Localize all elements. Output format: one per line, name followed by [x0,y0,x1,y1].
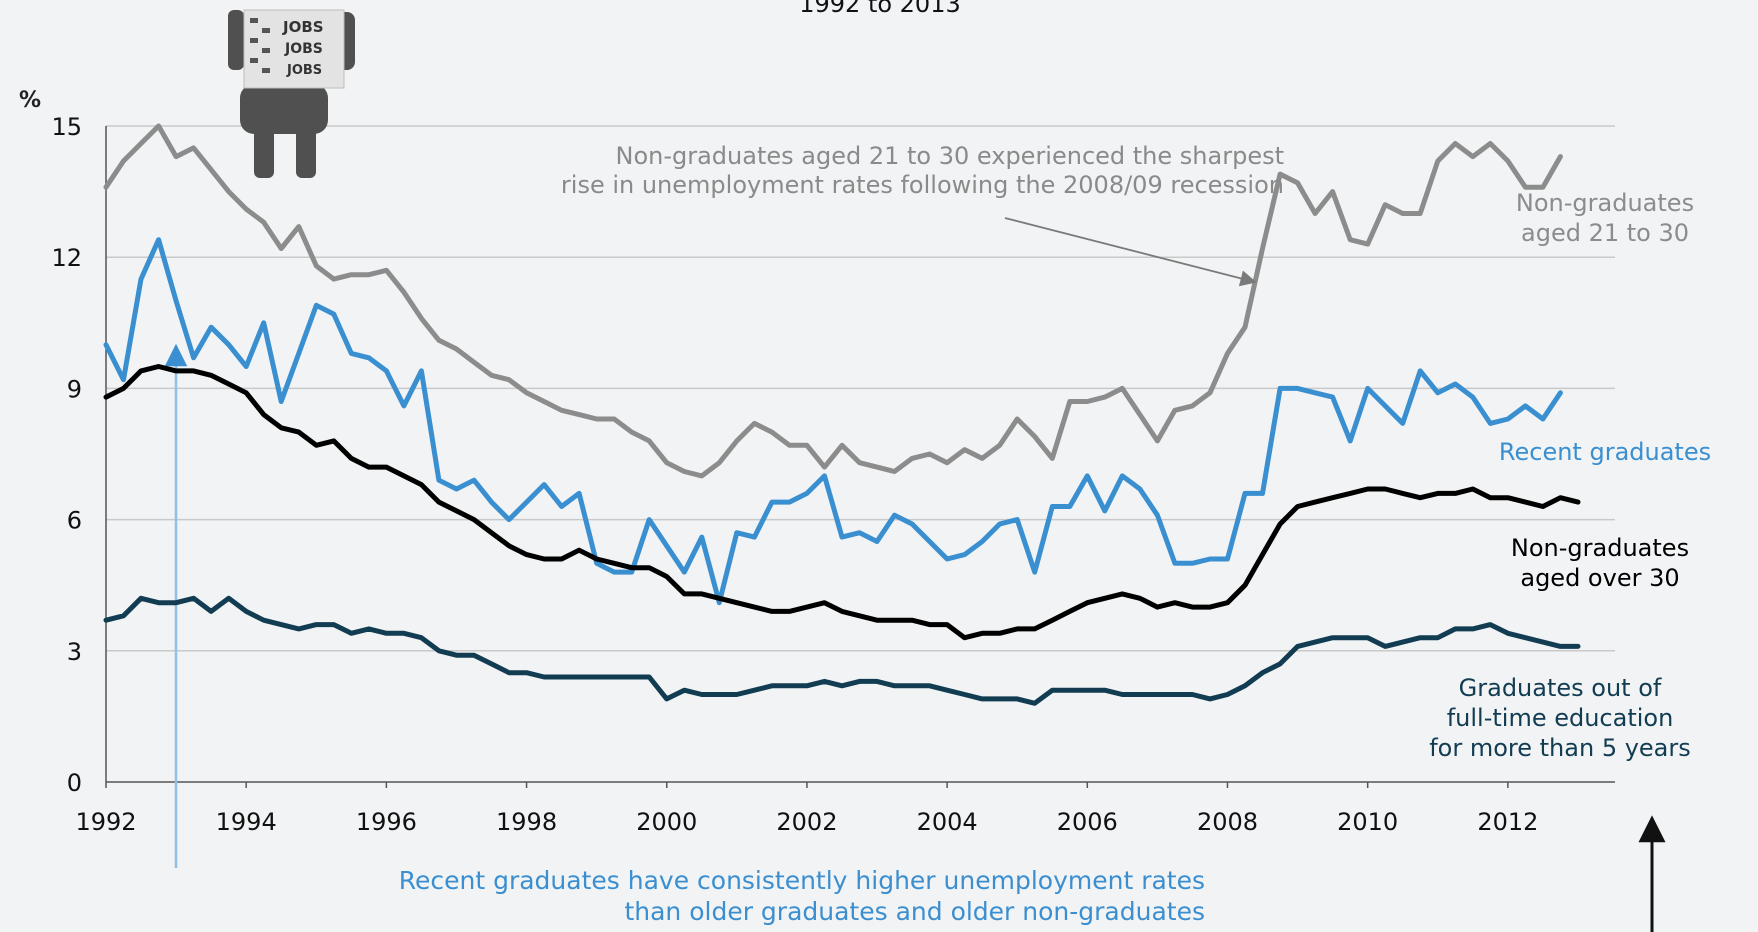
label-recent-graduates: Recent graduates [1499,438,1711,466]
x-tick-label: 2000 [636,808,697,836]
y-tick-label: 9 [67,375,82,403]
y-tick-label: 15 [51,113,82,141]
jobs-newspaper-reader-icon: JOBS JOBS JOBS [228,9,355,178]
label-non-graduates-over-30-line2: aged over 30 [1520,564,1679,592]
x-tick-label: 2006 [1057,808,1118,836]
gridlines [106,125,1615,652]
x-tick-label: 1996 [356,808,417,836]
series-lines [103,123,1581,706]
jobs-text-2: JOBS [284,41,323,57]
y-tick-label: 12 [51,244,82,272]
series-recent-graduates-line [103,237,1563,606]
label-non-graduates-21-30-line2: aged 21 to 30 [1521,219,1689,247]
label-graduates-5-years: Graduates out of full-time education for… [1429,674,1691,762]
y-tick-label: 3 [67,638,82,666]
x-tick-label: 2002 [776,808,837,836]
y-tick-labels: 0 3 6 9 12 15 [51,113,82,797]
y-axis-unit: % [19,88,41,113]
label-non-graduates-over-30: Non-graduates aged over 30 [1511,534,1689,592]
chart-subtitle: 1992 to 2013 [799,0,961,18]
jobs-text-1: JOBS [282,18,324,36]
axes [105,126,1615,783]
x-tick-label: 2008 [1197,808,1258,836]
label-graduates-5-years-line2: full-time education [1447,704,1674,732]
sharpest-rise-annotation-arrow [1004,217,1257,287]
y-tick-label: 0 [67,769,82,797]
label-graduates-5-years-line3: for more than 5 years [1429,734,1691,762]
series-non-graduates-21-30-line [103,123,1563,479]
x-tick-label: 2010 [1337,808,1398,836]
x-tick-label: 1994 [216,808,277,836]
label-non-graduates-21-30: Non-graduates aged 21 to 30 [1516,189,1694,247]
sharpest-rise-annotation-line2: rise in unemployment rates following the… [561,171,1284,199]
x-tick-label: 1998 [496,808,557,836]
x-tick-label: 2012 [1477,808,1538,836]
label-non-graduates-over-30-line1: Non-graduates [1511,534,1689,562]
label-graduates-5-years-line1: Graduates out of [1459,674,1662,702]
x-tick-label: 2004 [917,808,978,836]
y-tick-label: 6 [67,507,82,535]
x-tick-labels: 1992 1994 1996 1998 2000 2002 2004 2006 2008 2010… [75,782,1538,836]
recent-graduates-annotation-line1: Recent graduates have consistently highe… [399,866,1205,895]
label-non-graduates-21-30-line1: Non-graduates [1516,189,1694,217]
series-graduates-5-years-line [103,595,1581,706]
sharpest-rise-annotation-line1: Non-graduates aged 21 to 30 experienced … [615,142,1284,170]
x-tick-label: 1992 [75,808,136,836]
series-non-graduates-over-30-line [103,364,1581,641]
jobs-text-3: JOBS [286,63,322,78]
recent-graduates-annotation-line2: than older graduates and older non-gradu… [624,897,1205,926]
